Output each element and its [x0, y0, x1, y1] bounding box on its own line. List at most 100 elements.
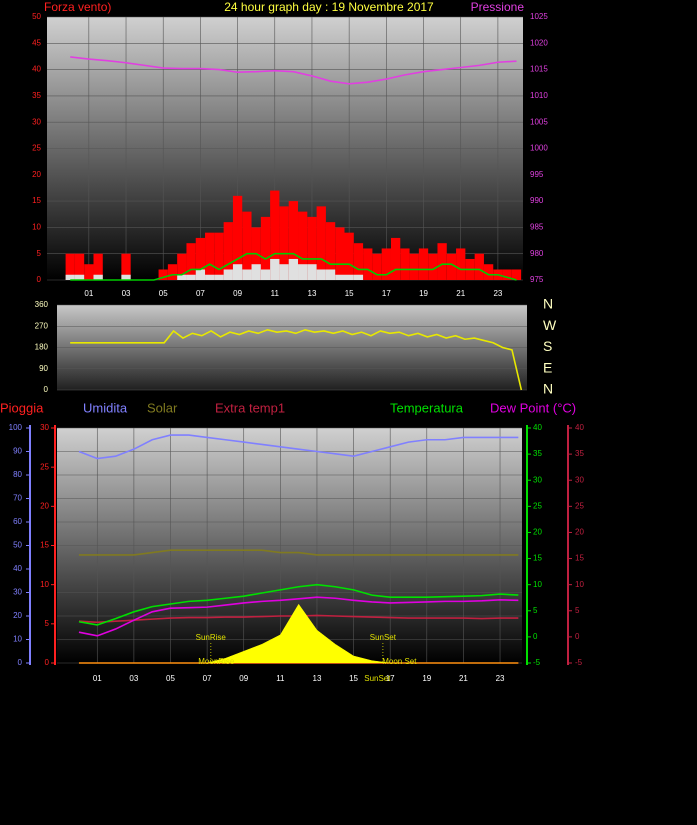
tick-label: 100	[9, 423, 23, 432]
x-tick-label: 05	[159, 289, 168, 298]
annotation: SunSet	[364, 674, 391, 683]
bar	[232, 195, 243, 280]
bar	[158, 269, 168, 280]
bar	[195, 237, 206, 280]
bar	[335, 274, 345, 280]
tick-label: 25	[32, 144, 41, 153]
line	[70, 252, 517, 281]
annotation: SunSet	[370, 633, 397, 642]
bar	[511, 269, 522, 280]
tick-label: 10	[32, 223, 41, 232]
bar	[409, 253, 419, 280]
tick-label: 30	[13, 588, 22, 597]
tick-label: 1000	[530, 144, 548, 153]
bar	[232, 264, 243, 280]
tick-label: 40	[13, 564, 22, 573]
tick-label: 50	[32, 12, 41, 21]
tick-label: 180	[35, 343, 49, 352]
bar	[298, 264, 308, 280]
bar	[242, 211, 252, 280]
annotation: SunRise	[196, 633, 227, 642]
x-tick-label: 17	[382, 289, 391, 298]
x-tick-label: 13	[308, 289, 317, 298]
x-tick-label: 19	[419, 289, 428, 298]
bar	[502, 269, 512, 280]
bar	[167, 264, 178, 280]
tick-label: 50	[13, 541, 22, 550]
bar	[242, 269, 252, 280]
chart-title: 24 hour graph day : 19 Novembre 2017	[224, 0, 434, 14]
tick-label: 30	[533, 475, 542, 484]
tick-label: 10	[533, 580, 542, 589]
line	[70, 56, 517, 85]
tick-label: 1020	[530, 38, 548, 47]
tick-label: 40	[533, 423, 542, 432]
y-label: Forza vento)	[44, 0, 111, 14]
x-tick-label: 11	[276, 674, 285, 683]
tick-label: W	[543, 317, 557, 333]
tick-label: 10	[13, 635, 22, 644]
bar	[270, 190, 280, 280]
bar	[335, 227, 345, 280]
tick-label: 20	[533, 528, 542, 537]
tick-label: 20	[40, 501, 49, 510]
x-tick-label: 11	[271, 289, 280, 298]
x-tick-label: 23	[496, 674, 505, 683]
tick-label: 20	[13, 611, 22, 620]
legend-entry: Pioggia	[0, 400, 44, 415]
tick-label: 40	[32, 65, 41, 74]
tick-label: 985	[530, 223, 544, 232]
x-tick-label: 21	[459, 674, 468, 683]
x-tick-label: 05	[166, 674, 175, 683]
tick-label: 90	[39, 364, 48, 373]
tick-label: 20	[32, 170, 41, 179]
bar	[121, 253, 131, 280]
bar	[363, 248, 373, 280]
x-tick-label: 03	[122, 289, 131, 298]
bar	[186, 243, 196, 280]
tick-label: 975	[530, 275, 544, 284]
tick-label: 80	[13, 470, 22, 479]
bar	[288, 258, 299, 280]
bar	[316, 269, 326, 280]
tick-label: 90	[13, 447, 22, 456]
bar	[84, 264, 94, 280]
tick-label: 0	[533, 632, 538, 641]
bar	[65, 253, 75, 280]
tick-label: 0	[18, 658, 23, 667]
line	[78, 583, 519, 626]
bar	[279, 264, 289, 280]
bar	[483, 264, 494, 280]
tick-label: 70	[13, 494, 22, 503]
bar	[381, 248, 391, 280]
tick-label: 0	[44, 385, 49, 394]
legend-entry: Temperatura	[390, 400, 464, 415]
tick-label: 40	[575, 423, 584, 432]
bar	[93, 253, 103, 280]
bar	[65, 274, 75, 280]
bar	[325, 269, 336, 280]
bar	[298, 211, 308, 280]
bar	[121, 274, 131, 280]
tick-label: 5	[45, 619, 50, 628]
tick-label: 980	[530, 249, 544, 258]
tick-label: 45	[32, 38, 41, 47]
bar	[74, 274, 85, 280]
bar	[251, 264, 261, 280]
tick-label: 25	[533, 501, 542, 510]
x-tick-label: 03	[129, 674, 138, 683]
tick-label: 1010	[530, 91, 548, 100]
tick-label: 990	[530, 196, 544, 205]
x-tick-label: 07	[196, 289, 205, 298]
tick-label: 1005	[530, 117, 548, 126]
bar	[223, 269, 233, 280]
bar	[390, 237, 401, 280]
x-tick-label: 15	[345, 289, 354, 298]
tick-label: -5	[575, 658, 583, 667]
bar	[307, 264, 317, 280]
bar	[205, 232, 215, 280]
x-tick-label: 23	[493, 289, 502, 298]
bar	[288, 201, 299, 280]
bar	[456, 248, 466, 280]
tick-label: 30	[575, 475, 584, 484]
